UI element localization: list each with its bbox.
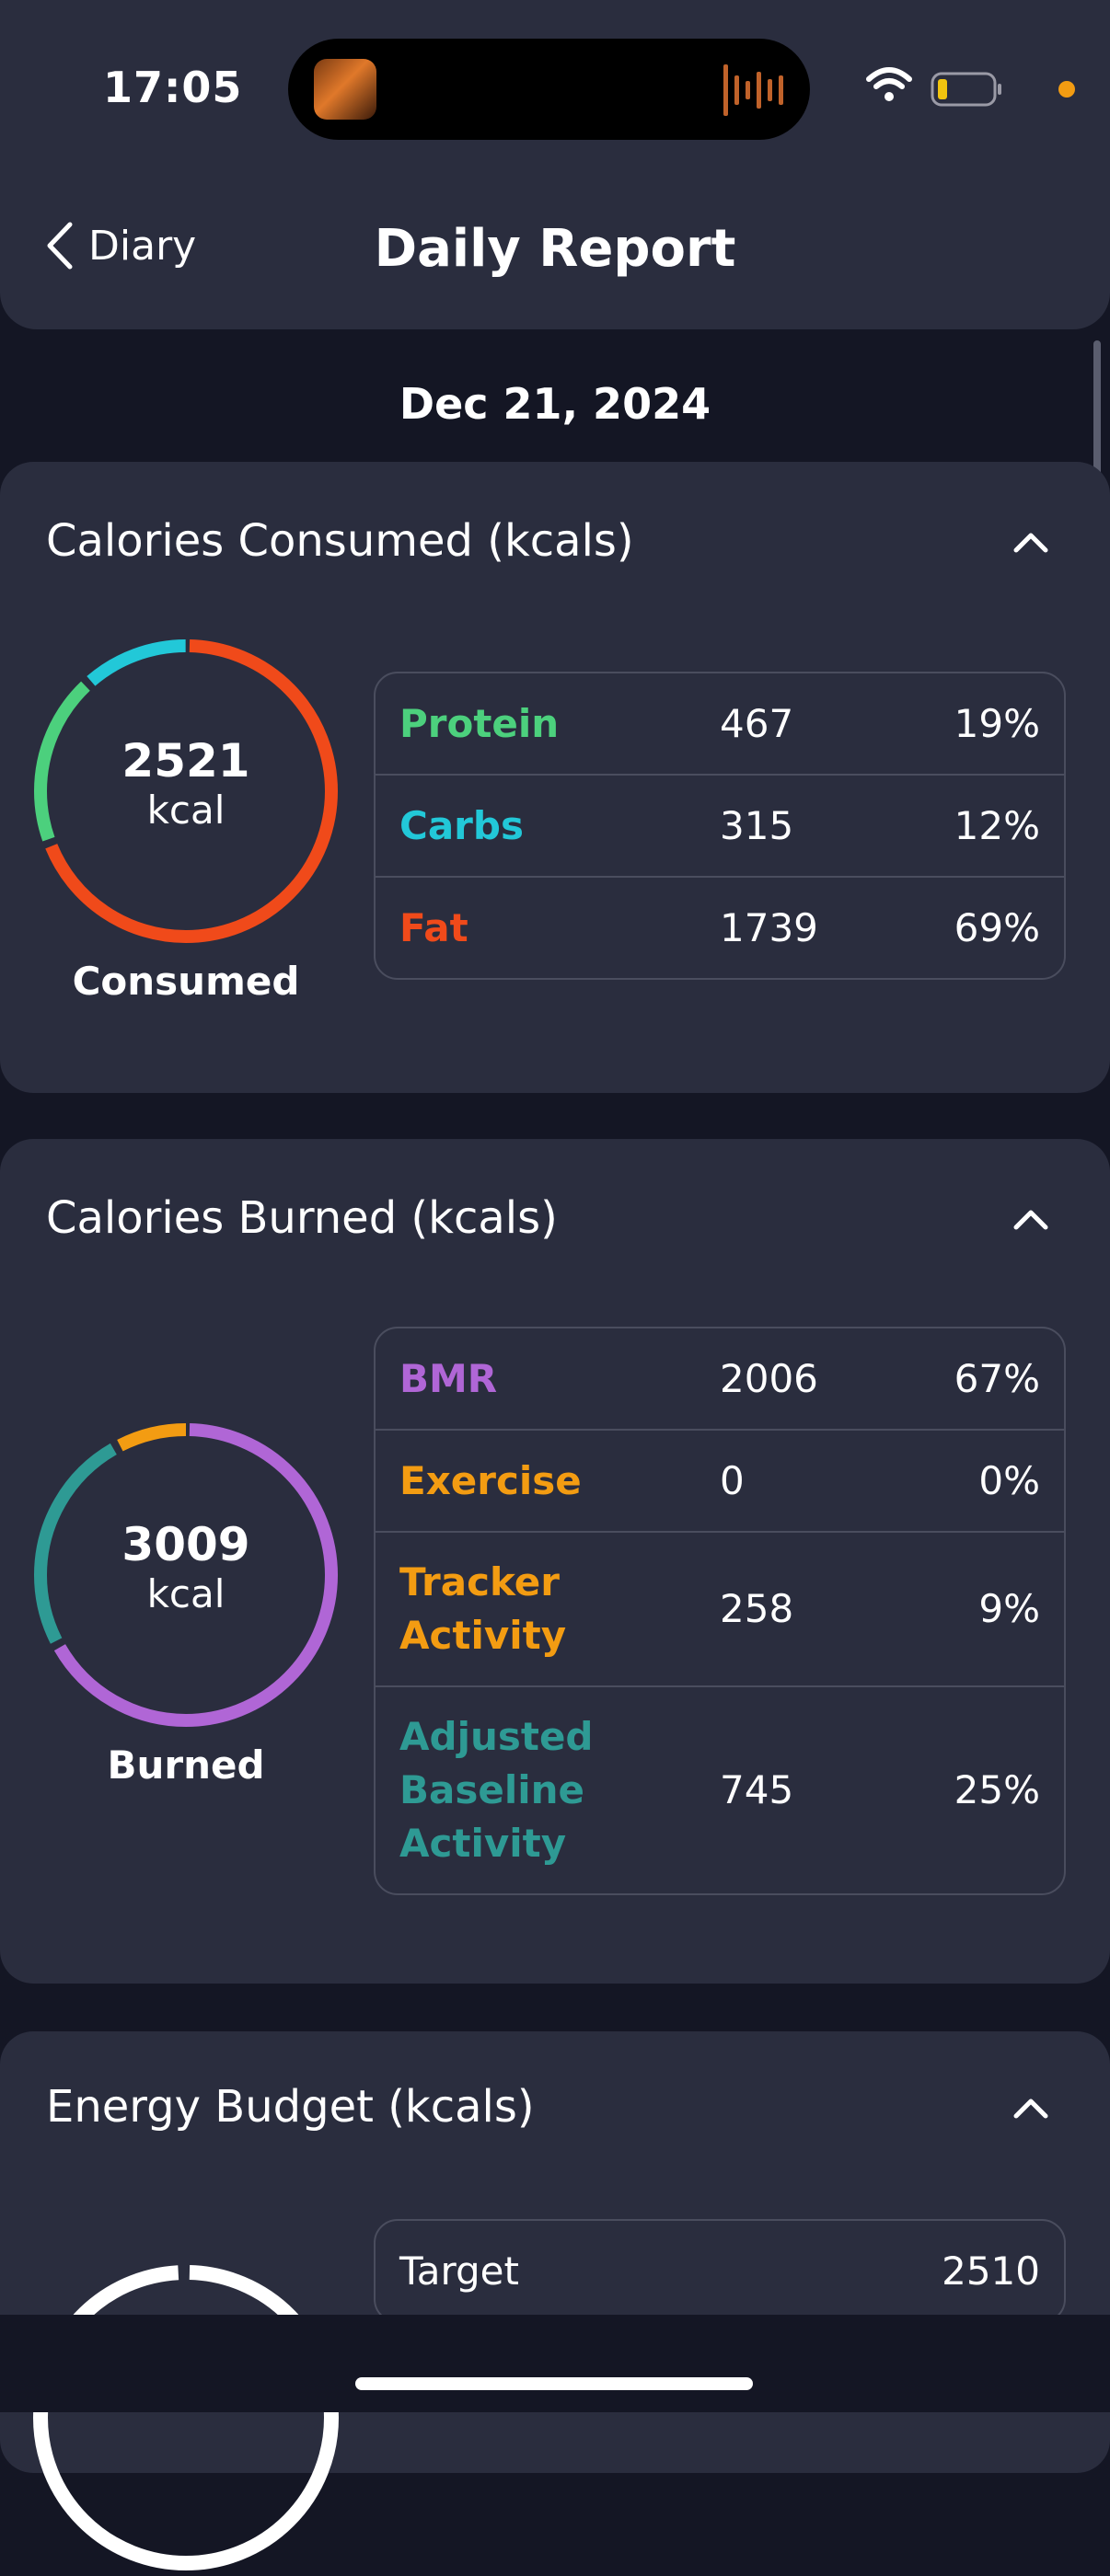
row-percent: 25% xyxy=(954,1767,1040,1812)
calories-burned-card: Calories Burned (kcals) 3009 kcal Burned… xyxy=(0,1139,1110,1984)
donut-segment-adjusted-baseline xyxy=(34,1423,338,1727)
recording-indicator xyxy=(1058,81,1075,98)
report-date: Dec 21, 2024 xyxy=(399,379,711,429)
row-percent: 9% xyxy=(978,1586,1040,1631)
donut-segment-tracker xyxy=(34,1423,338,1727)
donut-center: 3009 kcal xyxy=(28,1518,344,1616)
consumed-total: 2521 xyxy=(121,734,250,788)
page-title: Daily Report xyxy=(374,219,736,279)
donut-segment-fat xyxy=(34,639,338,943)
card-title: Calories Burned (kcals) xyxy=(46,1192,558,1244)
consumed-unit: kcal xyxy=(146,788,225,833)
donut-segment-protein xyxy=(34,639,338,943)
chevron-left-icon xyxy=(47,222,73,270)
row-name: Target xyxy=(399,2248,519,2294)
row-value: 467 xyxy=(720,701,794,746)
row-value: 315 xyxy=(720,803,794,848)
burned-total: 3009 xyxy=(121,1518,250,1571)
table-row: Protein 467 19% xyxy=(376,673,1064,774)
row-name: Exercise xyxy=(399,1458,582,1503)
header: 17:05 Diary Daily Report xyxy=(0,0,1110,329)
calories-consumed-card: Calories Consumed (kcals) 2521 kcal Cons… xyxy=(0,462,1110,1093)
row-name: Tracker Activity xyxy=(399,1559,567,1658)
burned-label: Burned xyxy=(107,1742,265,1788)
back-button[interactable]: Diary xyxy=(44,221,196,270)
bottom-safe-area xyxy=(0,2315,1110,2412)
table-row: Exercise 0 0% xyxy=(376,1429,1064,1531)
row-value: 2006 xyxy=(720,1356,818,1401)
chevron-up-icon[interactable] xyxy=(1012,2096,1049,2120)
wifi-icon xyxy=(866,67,912,101)
row-percent: 0% xyxy=(978,1458,1040,1503)
chevron-up-icon[interactable] xyxy=(1012,530,1049,554)
row-value: 0 xyxy=(720,1458,745,1503)
row-name: Protein xyxy=(399,701,560,746)
row-value: 745 xyxy=(720,1767,794,1812)
row-percent: 19% xyxy=(954,701,1040,746)
row-percent: 67% xyxy=(954,1356,1040,1401)
donut-segment-bmr xyxy=(34,1423,338,1727)
row-value: 258 xyxy=(720,1586,794,1631)
now-playing-thumbnail xyxy=(314,59,376,120)
burned-unit: kcal xyxy=(146,1571,225,1616)
card-title: Energy Budget (kcals) xyxy=(46,2081,535,2133)
row-percent: 69% xyxy=(954,905,1040,950)
row-name: Fat xyxy=(399,905,468,950)
consumed-label: Consumed xyxy=(72,959,300,1004)
back-label: Diary xyxy=(88,222,197,270)
row-name: Adjusted Baseline Activity xyxy=(399,1714,594,1866)
battery-icon xyxy=(931,72,1001,107)
home-indicator[interactable] xyxy=(355,2377,753,2390)
row-value: 1739 xyxy=(720,905,818,950)
status-time: 17:05 xyxy=(103,63,243,112)
dynamic-island[interactable] xyxy=(288,39,810,140)
row-percent: 12% xyxy=(954,803,1040,848)
donut-center: 2521 kcal xyxy=(28,734,344,833)
consumed-table: Protein 467 19% Carbs 315 12% Fat 1739 6… xyxy=(374,672,1066,980)
table-row: Fat 1739 69% xyxy=(376,876,1064,978)
table-row: Target 2510 xyxy=(376,2221,1064,2321)
burned-table: BMR 2006 67% Exercise 0 0% Tracker Activ… xyxy=(374,1327,1066,1895)
row-name: BMR xyxy=(399,1356,498,1401)
row-value: 2510 xyxy=(942,2248,1040,2294)
table-row: Carbs 315 12% xyxy=(376,774,1064,876)
burned-donut-chart xyxy=(34,1423,338,1727)
card-title: Calories Consumed (kcals) xyxy=(46,515,634,567)
chevron-up-icon[interactable] xyxy=(1012,1207,1049,1231)
table-row: BMR 2006 67% xyxy=(376,1328,1064,1429)
table-row: Tracker Activity 258 9% xyxy=(376,1531,1064,1685)
consumed-donut-chart xyxy=(34,639,338,943)
table-row: Adjusted Baseline Activity 745 25% xyxy=(376,1685,1064,1893)
row-name: Carbs xyxy=(399,803,524,848)
audio-wave-icon xyxy=(723,64,783,116)
budget-table: Target 2510 xyxy=(374,2219,1066,2323)
budget-donut-chart xyxy=(33,2265,339,2570)
